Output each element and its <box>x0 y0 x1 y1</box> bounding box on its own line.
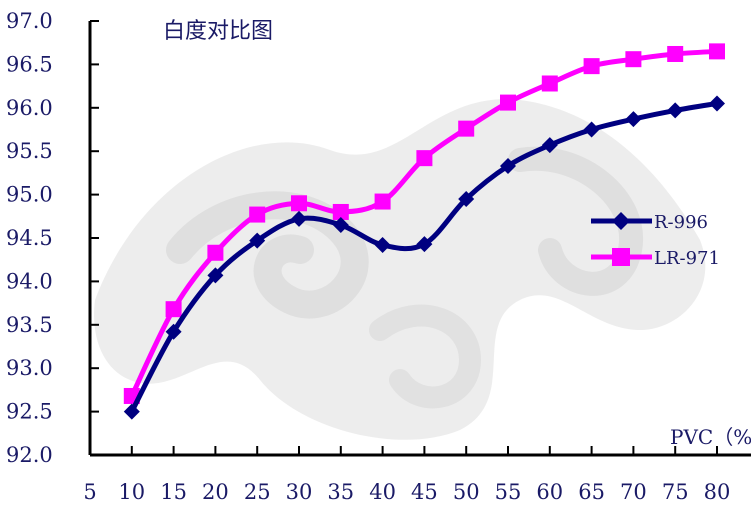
data-point <box>458 120 475 137</box>
data-point <box>332 216 349 233</box>
series-layer <box>123 43 725 420</box>
y-tick-label: 96.0 <box>6 96 53 120</box>
data-point <box>207 244 224 261</box>
background-pattern <box>94 99 706 440</box>
x-tick-label: 60 <box>536 480 563 504</box>
x-axis-label: PVC（% <box>670 425 751 449</box>
data-point <box>541 137 558 154</box>
data-point <box>541 75 558 92</box>
data-point <box>583 121 600 138</box>
x-tick-label: 50 <box>453 480 480 504</box>
data-point <box>165 301 182 318</box>
y-tick-label: 93.0 <box>6 356 53 380</box>
data-point <box>332 203 349 220</box>
x-tick-label: 20 <box>202 480 229 504</box>
y-tick-label: 94.0 <box>6 269 53 293</box>
x-tick-label: 55 <box>495 480 522 504</box>
data-point <box>291 195 307 212</box>
data-point <box>207 267 224 284</box>
data-point <box>583 58 600 75</box>
data-point <box>249 232 266 249</box>
x-tick-label: 10 <box>118 480 145 504</box>
data-point <box>667 45 684 62</box>
x-tick-label: 80 <box>704 480 731 504</box>
y-tick-label: 94.5 <box>6 226 53 250</box>
x-tick-label: 45 <box>411 480 438 504</box>
x-tick-label: 25 <box>244 480 271 504</box>
data-point <box>374 236 391 253</box>
y-tick-label: 92.5 <box>6 400 53 424</box>
y-tick-label: 92.0 <box>6 443 53 467</box>
data-point <box>123 403 140 420</box>
x-ticks: 51015202530354045505560657075808 <box>83 446 731 504</box>
data-point <box>625 51 642 68</box>
x-tick-label: 70 <box>620 480 647 504</box>
data-point <box>416 236 433 253</box>
x-tick-label: 65 <box>578 480 605 504</box>
x-tick-label: 35 <box>327 480 354 504</box>
x-tick-label: 15 <box>160 480 187 504</box>
x-tick-label: 40 <box>369 480 396 504</box>
data-point <box>709 43 725 60</box>
data-point <box>458 190 475 207</box>
legend-marker <box>612 212 630 230</box>
chart-title: 白度对比图 <box>163 19 273 44</box>
legend-label: LR-971 <box>654 248 720 269</box>
data-point <box>500 157 516 174</box>
data-point <box>416 150 433 167</box>
y-tick-label: 95.5 <box>6 139 53 163</box>
y-tick-label: 97.0 <box>6 9 53 33</box>
y-ticks: 92.0 92.5 93.0 93.5 94.0 94.5 95.0 95.5 96.0 96.5… <box>6 9 99 467</box>
x-tick-label: 5 <box>83 480 96 504</box>
y-tick-label: 95.0 <box>6 183 53 207</box>
x-tick-label: 75 <box>662 480 689 504</box>
data-point <box>709 95 725 112</box>
legend: R-996 LR-971 <box>591 212 720 269</box>
data-point <box>500 94 516 111</box>
legend-marker <box>612 248 630 266</box>
x-tick-label: 30 <box>286 480 313 504</box>
data-point <box>374 193 391 210</box>
y-tick-label: 93.5 <box>6 313 53 337</box>
data-point <box>165 323 182 340</box>
data-point <box>291 210 307 227</box>
data-point <box>667 102 684 119</box>
data-point <box>625 111 642 128</box>
legend-label: R-996 <box>654 212 708 233</box>
data-point <box>249 206 266 223</box>
y-tick-label: 96.5 <box>6 52 53 76</box>
